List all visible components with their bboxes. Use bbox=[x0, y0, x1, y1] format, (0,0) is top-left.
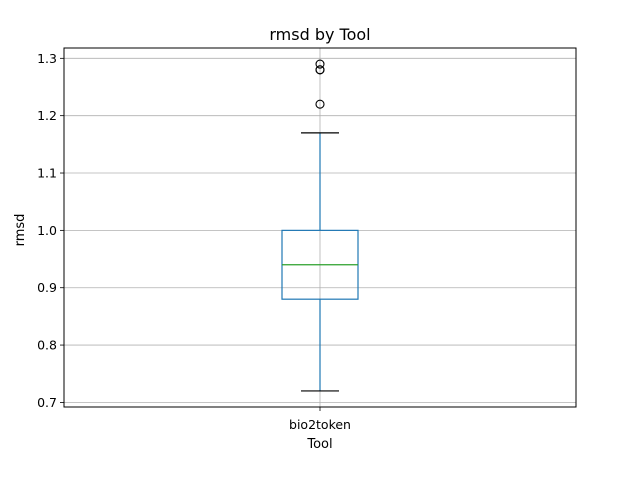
y-tick-label: 0.7 bbox=[37, 395, 57, 410]
y-tick-label: 1.1 bbox=[37, 166, 57, 181]
x-ticks: bio2token bbox=[289, 407, 351, 432]
y-tick-label: 1.2 bbox=[37, 108, 57, 123]
box-layer bbox=[281, 59, 359, 392]
y-tick-label: 1.0 bbox=[37, 223, 57, 238]
x-tick-label: bio2token bbox=[289, 417, 351, 432]
outlier-point bbox=[315, 99, 325, 109]
y-axis-label: rmsd bbox=[13, 214, 28, 247]
y-tick-label: 0.9 bbox=[37, 280, 57, 295]
y-tick-label: 1.3 bbox=[37, 51, 57, 66]
x-axis-label: Tool bbox=[306, 437, 332, 452]
y-ticks: 0.7 0.8 0.9 1.0 1.1 1.2 1.3 bbox=[37, 51, 64, 410]
outlier-point bbox=[315, 59, 325, 69]
outlier-point bbox=[315, 65, 325, 75]
chart-title: rmsd by Tool bbox=[269, 25, 370, 44]
y-tick-label: 0.8 bbox=[37, 338, 57, 353]
